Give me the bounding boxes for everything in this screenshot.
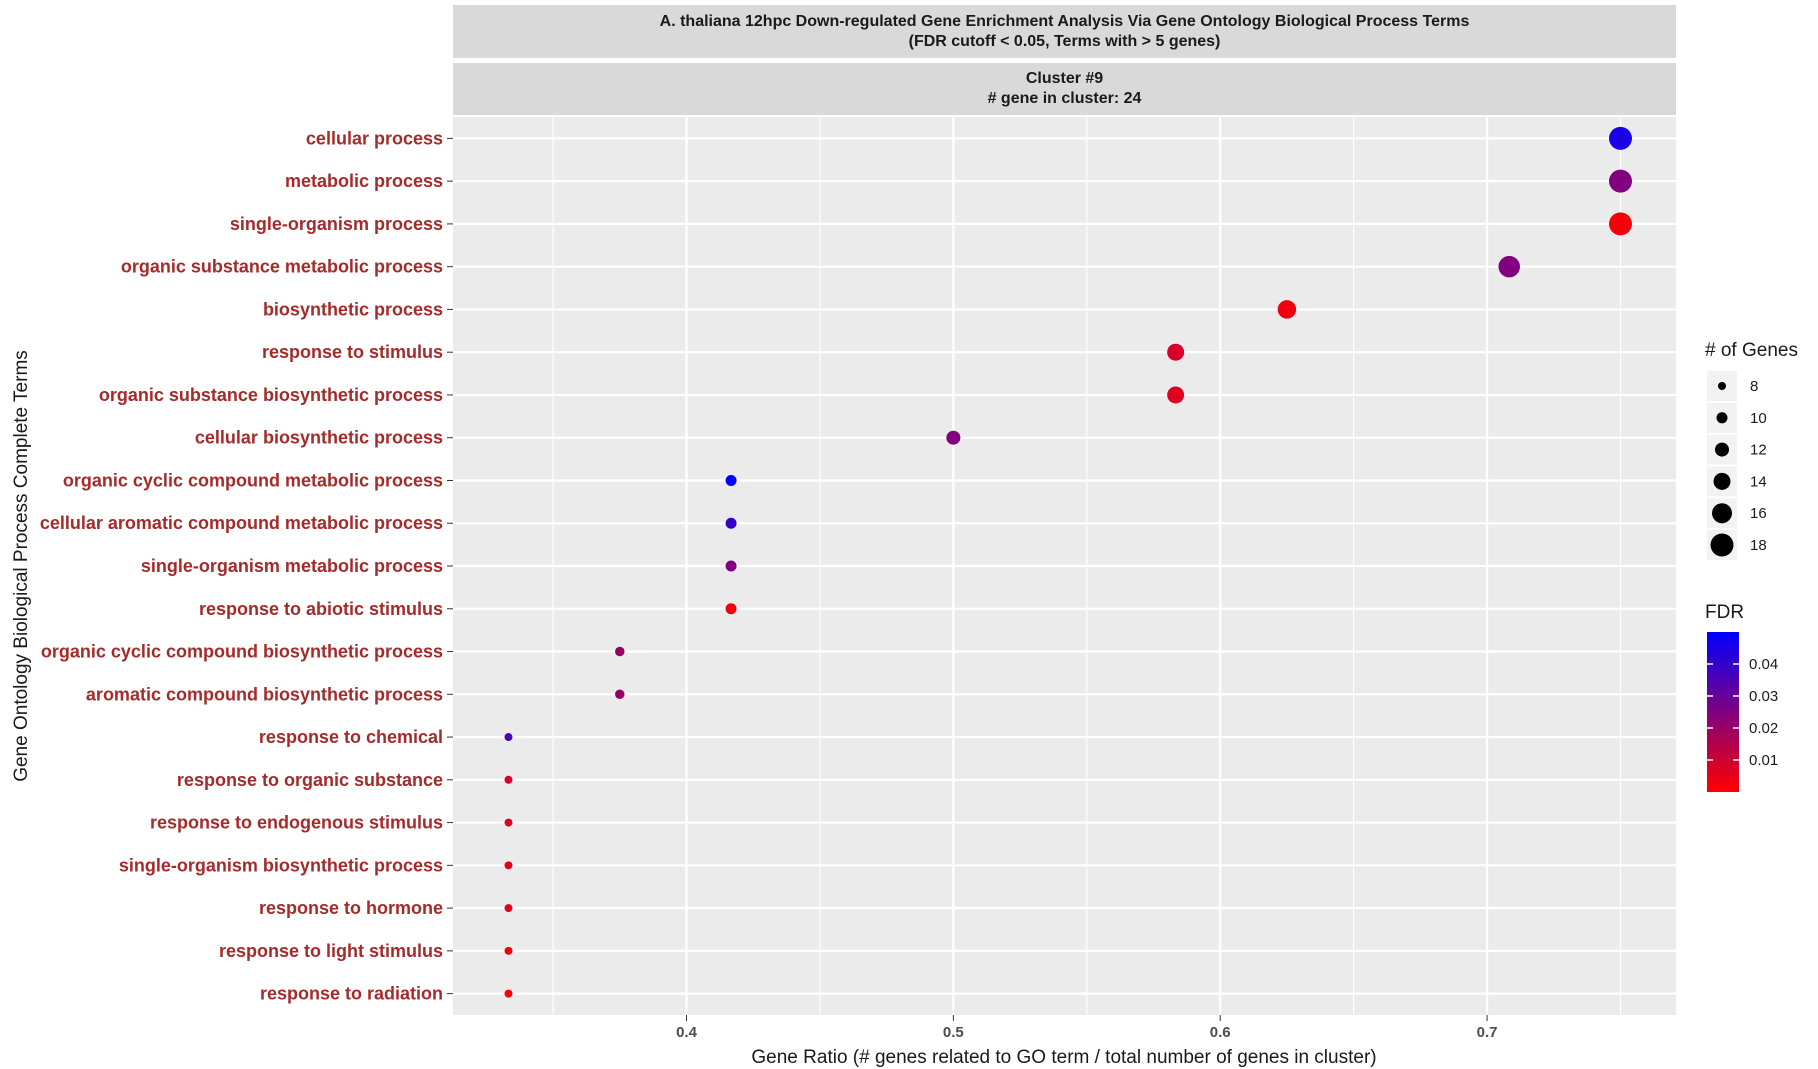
data-point [615,689,625,700]
y-tick-label: metabolic process [285,171,443,191]
size-legend-dot [1715,442,1729,457]
color-legend-label: 0.03 [1749,688,1778,705]
y-tick-label: response to hormone [259,898,443,918]
data-point [946,430,961,445]
size-legend-label: 16 [1750,505,1767,522]
y-tick-label: response to abiotic stimulus [199,599,443,619]
y-axis-title: Gene Ontology Biological Process Complet… [11,350,32,782]
data-point [1167,386,1185,404]
y-tick-label: response to radiation [260,984,443,1004]
y-tick-label: organic substance biosynthetic process [99,385,443,405]
facet-title: Cluster #9 [1025,70,1104,87]
x-tick-label: 0.7 [1477,1024,1498,1041]
data-point [1608,169,1632,193]
color-legend: 0.01 0.02 0.03 0.04 [1707,632,1778,792]
y-tick-label: response to chemical [259,727,443,747]
x-tick-label: 0.6 [1210,1024,1231,1041]
chart-title: A. thaliana 12hpc Down-regulated Gene En… [659,12,1470,30]
data-point [504,775,513,784]
data-point [725,474,737,486]
size-legend-label: 12 [1750,442,1767,459]
y-tick-label: biosynthetic process [263,299,443,319]
data-point [615,646,625,657]
color-legend-title: FDR [1705,602,1745,623]
y-tick-label: response to endogenous stimulus [150,813,443,833]
data-point [504,946,513,955]
color-legend-label: 0.02 [1749,720,1778,737]
data-point [1608,126,1632,150]
data-point [725,603,737,615]
size-legend: 8 10 12 14 16 18 [1707,371,1767,560]
data-points [504,126,1632,998]
y-tick-label: aromatic compound biosynthetic process [86,684,443,704]
data-point [504,861,513,870]
size-legend-label: 14 [1750,473,1767,490]
y-tick-label: organic substance metabolic process [121,257,443,277]
size-legend-label: 18 [1750,537,1767,554]
data-point [1608,212,1632,236]
data-point [504,818,513,827]
y-tick-label: cellular aromatic compound metabolic pro… [40,513,443,533]
y-tick-label: cellular process [306,128,443,148]
x-tick-label: 0.4 [676,1024,698,1041]
size-legend-dot [1713,472,1731,490]
size-legend-label: 8 [1750,378,1758,395]
x-axis-title: Gene Ratio (# genes related to GO term /… [751,1047,1377,1068]
size-legend-title: # of Genes [1705,340,1798,361]
data-point [504,904,513,913]
data-point [1277,300,1297,319]
x-tick-labels: 0.4 0.5 0.6 0.7 [676,1015,1497,1041]
y-tick-label: organic cyclic compound metabolic proces… [63,470,443,490]
size-legend-dot [1716,412,1728,424]
chart-title-strip: A. thaliana 12hpc Down-regulated Gene En… [453,5,1676,58]
x-tick-label: 0.5 [943,1024,964,1041]
color-legend-label: 0.04 [1749,656,1778,673]
facet-strip: Cluster #9 # gene in cluster: 24 [453,63,1676,115]
data-point [1498,255,1520,278]
y-tick-label: single-organism metabolic process [141,556,443,576]
y-tick-labels: cellular process metabolic process single-… [40,128,453,1004]
data-point [504,989,513,998]
size-legend-dot [1712,503,1732,524]
color-legend-bar [1707,632,1739,792]
data-point [725,517,737,529]
chart-subtitle: (FDR cutoff < 0.05, Terms with > 5 genes… [908,32,1221,50]
size-legend-label: 10 [1750,410,1767,427]
y-tick-label: response to stimulus [262,342,443,362]
y-tick-label: cellular biosynthetic process [195,428,443,448]
size-legend-dot [1710,533,1734,557]
facet-subtitle: # gene in cluster: 24 [987,90,1142,107]
data-point [725,560,737,572]
color-legend-label: 0.01 [1749,752,1778,769]
y-tick-label: response to light stimulus [219,941,443,961]
y-tick-label: response to organic substance [177,770,443,790]
data-point [1167,343,1185,361]
data-point [504,733,513,742]
size-legend-dot [1718,382,1726,390]
y-tick-label: single-organism process [230,214,443,234]
grid-lines [453,117,1676,1015]
y-tick-label: organic cyclic compound biosynthetic pro… [41,642,443,662]
y-tick-label: single-organism biosynthetic process [119,855,443,875]
